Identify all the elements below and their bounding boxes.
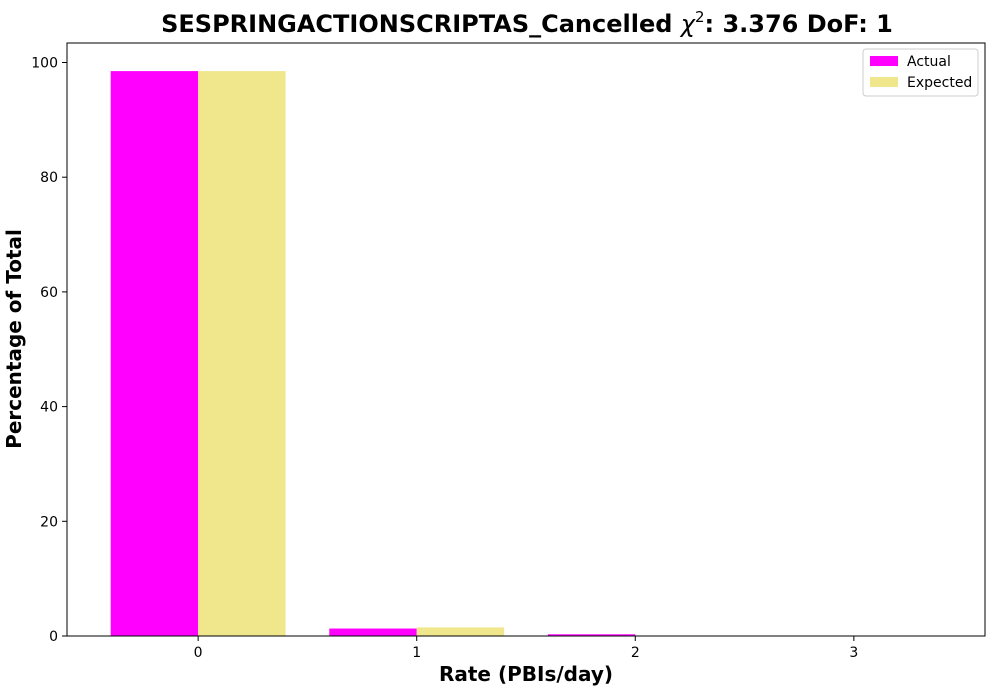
axes: 0 1 2 3 0 20 40 60 80 100 xyxy=(31,55,858,661)
y-tick-label: 100 xyxy=(31,55,58,71)
bar-expected-0 xyxy=(198,71,286,636)
plot-area xyxy=(110,71,636,636)
bar-actual-0 xyxy=(110,71,199,636)
chart-title-chi-symbol: χ xyxy=(679,10,696,38)
x-tick-label: 2 xyxy=(631,645,640,661)
chart-title: SESPRINGACTIONSCRIPTAS_Cancelled χ2: 3.3… xyxy=(161,8,893,38)
x-axis-label: Rate (PBIs/day) xyxy=(439,662,613,686)
y-axis-label: Percentage of Total xyxy=(2,229,26,449)
y-tick-label: 80 xyxy=(40,170,58,186)
y-tick-label: 0 xyxy=(49,629,58,645)
x-tick-label: 1 xyxy=(412,645,421,661)
x-tick-label: 3 xyxy=(849,645,858,661)
bar-actual-1 xyxy=(329,628,417,636)
chart-title-main: SESPRINGACTIONSCRIPTAS_Cancelled xyxy=(161,10,681,38)
chart-title-stats: : 3.376 DoF: 1 xyxy=(705,10,893,38)
y-tick-label: 60 xyxy=(40,285,58,301)
x-tick-label: 0 xyxy=(194,645,203,661)
bar-actual-2 xyxy=(547,634,636,636)
legend-label-expected: Expected xyxy=(907,75,972,91)
legend-label-actual: Actual xyxy=(907,54,951,70)
plot-frame xyxy=(66,42,986,637)
legend-swatch-expected xyxy=(870,77,898,87)
legend: Actual Expected xyxy=(862,48,979,97)
chart-title-superscript: 2 xyxy=(695,8,705,26)
legend-swatch-actual xyxy=(870,56,898,66)
y-tick-label: 20 xyxy=(40,514,58,530)
bar-expected-1 xyxy=(416,627,505,636)
y-tick-label: 40 xyxy=(40,400,58,416)
